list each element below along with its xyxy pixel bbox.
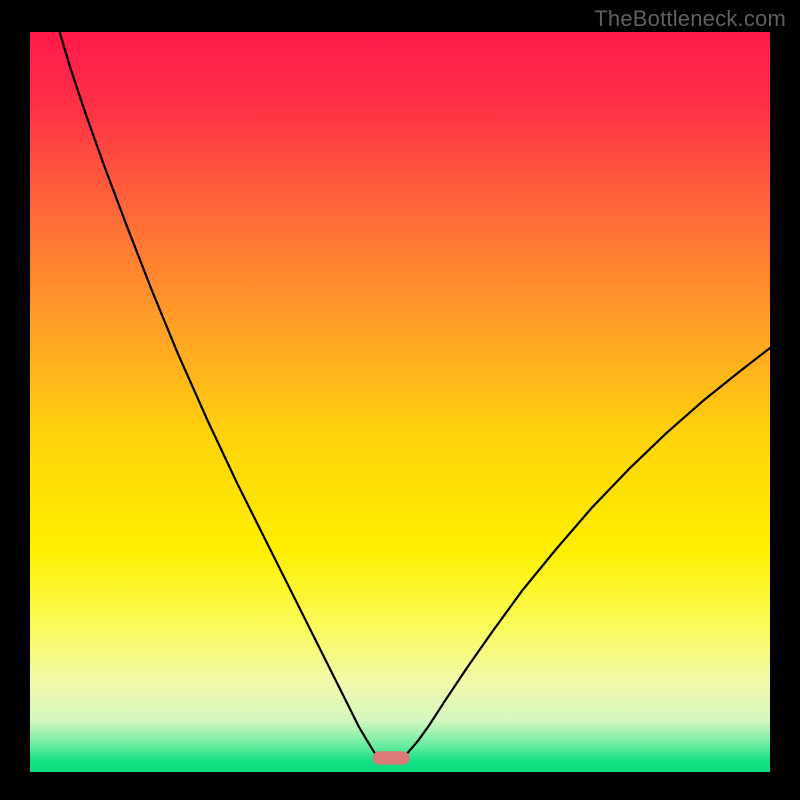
watermark-text: TheBottleneck.com xyxy=(594,6,786,32)
gradient-background xyxy=(30,32,770,772)
plot-area xyxy=(30,32,770,772)
plot-svg xyxy=(30,32,770,772)
chart-frame: TheBottleneck.com xyxy=(0,0,800,800)
optimal-range-marker xyxy=(373,751,410,764)
